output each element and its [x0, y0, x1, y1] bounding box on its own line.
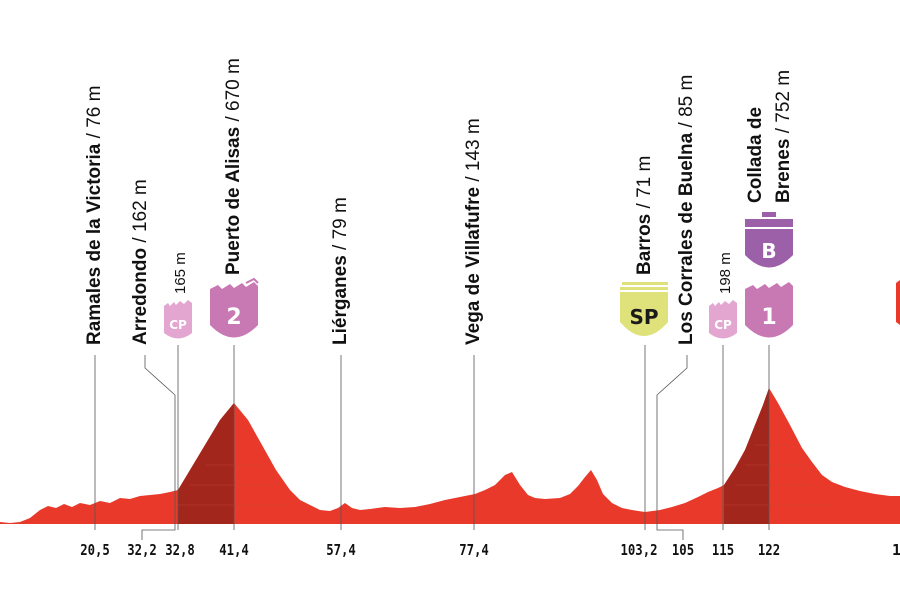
waypoint-elevation: 198 m: [717, 252, 734, 294]
waypoint-name: Los Corrales de Buelna: [676, 132, 697, 345]
waypoint-name: Arredondo: [130, 247, 151, 345]
waypoint-name: Barros: [634, 213, 655, 275]
km-mark: 103,2: [620, 541, 658, 559]
sprint-badge-label: SP: [629, 305, 658, 329]
km-mark: 115: [711, 541, 735, 559]
waypoint-label-arredondo: Arredondo / 162 m: [130, 179, 152, 345]
km-mark: 77,4: [459, 541, 489, 559]
climb-category-2-label: 2: [226, 305, 241, 330]
climb-category-2-badge: 2: [210, 277, 259, 338]
waypoint-elevation: / 162 m: [130, 179, 151, 248]
km-mark: 105: [671, 541, 695, 559]
checkpoint-badge-2-label: CP: [714, 318, 732, 332]
waypoint-elevation: / 85 m: [676, 74, 697, 133]
waypoint-elevation: / 79 m: [330, 197, 351, 256]
waypoint-elevation: / 76 m: [84, 85, 105, 144]
waypoint-name: Vega de Villafufre: [463, 186, 484, 345]
km-mark: 57,4: [326, 541, 356, 559]
waypoint-label-corrales: Los Corrales de Buelna / 85 m: [676, 75, 698, 345]
waypoint-name: Puerto de Alisas: [223, 126, 244, 275]
waypoint-label-ramales: Ramales de la Victoria / 76 m: [84, 86, 106, 345]
waypoint-elevation: / 143 m: [463, 118, 484, 187]
km-mark: 20,5: [80, 541, 110, 559]
km-mark: 41,4: [219, 541, 249, 559]
km-mark: 32,2: [127, 541, 157, 559]
waypoint-label-collada-line1: Collada de: [745, 107, 767, 203]
waypoint-label-collada-line2: Brenes / 752 m: [773, 70, 795, 203]
checkpoint-badge-1: CP: [164, 300, 192, 339]
bonus-badge-label: B: [761, 239, 776, 263]
waypoint-elevation: / 752 m: [773, 69, 794, 139]
climb-shade-brenes: [724, 388, 769, 524]
waypoint-elevation: / 71 m: [634, 155, 655, 214]
waypoint-name: Ramales de la Victoria: [84, 143, 105, 345]
climb-category-1-badge: 1: [745, 282, 793, 338]
waypoint-label-cp2-elev: 198 m: [715, 252, 737, 294]
km-mark: 122: [757, 541, 781, 559]
waypoint-elevation: 165 m: [172, 252, 189, 294]
waypoint-label-cp1-elev: 165 m: [170, 252, 192, 294]
checkpoint-badge-2: CP: [709, 300, 737, 339]
waypoint-name: Brenes: [773, 138, 794, 203]
waypoint-name: Liérganes: [330, 255, 351, 345]
waypoint-label-barros: Barros / 71 m: [634, 156, 656, 275]
bonus-badge: B: [745, 212, 793, 268]
partial-badge-edge: [896, 280, 900, 325]
checkpoint-badge-1-label: CP: [169, 318, 187, 332]
km-mark: 32,8: [165, 541, 195, 559]
km-mark: 1: [892, 541, 900, 559]
waypoint-guide-lines: [94, 345, 770, 540]
waypoint-name: Collada de: [745, 106, 766, 203]
waypoint-elevation: / 670 m: [223, 58, 244, 127]
waypoint-label-alisas: Puerto de Alisas / 670 m: [223, 58, 245, 275]
climb-category-1-label: 1: [761, 305, 776, 330]
waypoint-label-villafufre: Vega de Villafufre / 143 m: [463, 118, 485, 345]
sprint-badge: SP: [620, 282, 668, 336]
climb-shade-alisas: [178, 403, 234, 524]
waypoint-label-lierganes: Liérganes / 79 m: [330, 197, 352, 345]
